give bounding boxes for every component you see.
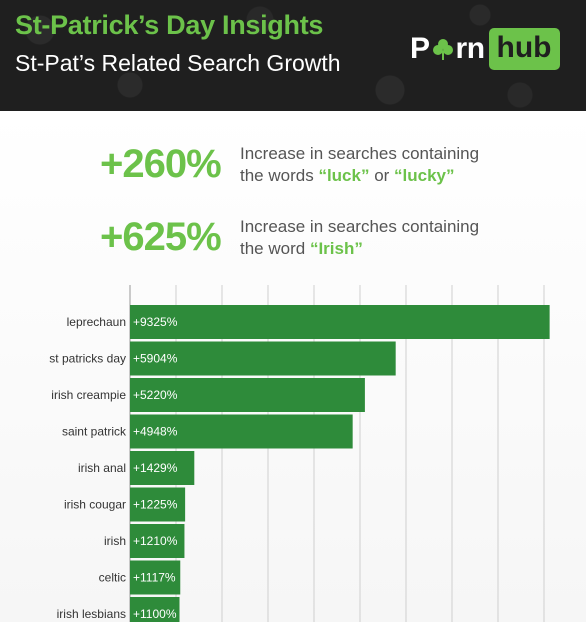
category-label: saint patrick [62, 425, 127, 439]
category-label: irish creampie [51, 388, 126, 402]
bar-st-patricks-day [130, 341, 396, 376]
value-label: +1100% [133, 607, 177, 621]
stat-irish-text: the word [240, 238, 310, 258]
category-label: st patricks day [49, 352, 126, 366]
category-label: irish cougar [64, 498, 126, 512]
value-label: +1210% [133, 534, 178, 548]
bar-irish-creampie [130, 378, 365, 412]
search-growth-bar-chart: leprechaun +9325% st patricks day +5904% iri… [49, 285, 550, 622]
stat-irish-description: Increase in searches containing the word… [240, 216, 479, 260]
stat-luck-description: Increase in searches containing the word… [240, 143, 479, 187]
logo-text-left: P [410, 32, 430, 65]
bar-irish-cougar [130, 487, 186, 522]
page-subtitle: St-Pat’s Related Search Growth [15, 50, 341, 76]
stat-irish-percent: +625% [100, 215, 222, 259]
shamrock-icon [432, 39, 453, 60]
stat-irish-keyword: “Irish” [309, 238, 363, 258]
bar-irish [130, 524, 185, 558]
logo-hub-badge: hub [488, 28, 560, 70]
value-label: +1117% [133, 571, 176, 585]
value-label: +5904% [133, 352, 178, 366]
stat-luck-connector: or [369, 165, 395, 185]
value-label: +1429% [133, 461, 178, 475]
brand-logo: P rn hub [410, 28, 560, 70]
stat-luck-line2: the words “luck” or “lucky” [240, 165, 479, 187]
value-label: +5220% [133, 388, 178, 402]
page-title: St-Patrick’s Day Insights [15, 10, 324, 40]
stat-irish-line2: the word “Irish” [240, 238, 479, 260]
stat-luck-text: the words [240, 165, 319, 185]
stat-luck-keyword-1: “luck” [318, 165, 370, 185]
bar-irish-anal [130, 451, 195, 485]
stat-luck-keyword-2: “lucky” [394, 165, 455, 185]
stat-luck-line1: Increase in searches containing [240, 143, 480, 163]
bar-celtic [130, 560, 181, 595]
value-label: +9325% [133, 315, 178, 329]
category-label: leprechaun [67, 315, 126, 329]
value-label: +4948% [133, 425, 178, 439]
stat-irish-line1: Increase in searches containing [240, 216, 480, 236]
category-label: irish [104, 534, 126, 548]
bar-leprechaun [130, 305, 550, 339]
bar-irish-lesbians [130, 597, 180, 622]
bar-saint-patrick [130, 414, 353, 449]
category-label: celtic [99, 571, 126, 585]
value-label: +1225% [133, 498, 178, 512]
category-label: irish anal [78, 461, 126, 475]
header-banner: St-Patrick’s Day Insights St-Pat’s Relat… [0, 0, 586, 111]
stat-luck-percent: +260% [100, 142, 222, 186]
stat-irish: +625% Increase in searches containing th… [100, 215, 479, 260]
stat-luck: +260% Increase in searches containing th… [100, 142, 479, 187]
logo-text-mid: rn [455, 32, 486, 65]
category-label: irish lesbians [57, 607, 126, 621]
logo-wordmark: P rn [410, 32, 485, 66]
